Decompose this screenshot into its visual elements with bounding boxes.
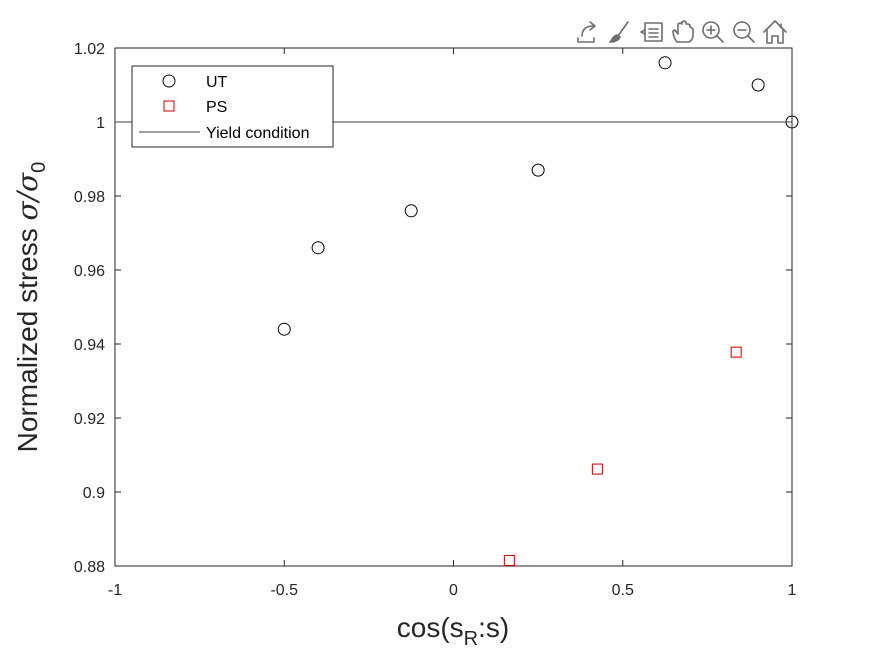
legend-box [131,65,334,148]
zoom-out-icon[interactable] [733,21,755,43]
y-tick-label: 0.88 [74,559,105,576]
ut-point [751,78,765,92]
axis-ticks: -1 -0.5 0 0.5 1 0.88 0.9 0.92 0.94 0.96 0.98 1 1.02 [74,41,797,599]
y-tick-label: 0.9 [83,485,105,502]
y-tick-label: 0.92 [74,411,105,428]
x-axis-title: cos(sR:s) [397,612,509,650]
legend: UT PS Yield condition [131,65,334,148]
ps-point [591,463,603,475]
zoom-in-icon[interactable] [702,21,724,43]
y-tick-label: 1 [96,115,105,132]
x-tick-label: -0.5 [270,582,298,599]
x-tick-label: -1 [108,582,122,599]
ut-point [311,241,325,255]
ps-point [503,554,515,566]
y-tick-label: 0.96 [74,263,105,280]
ut-point [658,56,672,70]
datatip-icon[interactable] [640,22,663,42]
ut-point [277,322,291,336]
legend-label: PS [206,99,227,116]
ut-point [531,163,545,177]
ut-point [404,204,418,218]
figure-toolbar [577,20,787,44]
legend-ps-marker [163,100,175,112]
y-axis-title: Normalized stress σ/σ0 [11,162,50,453]
y-tick-label: 1.02 [74,41,105,58]
brush-icon[interactable] [609,21,629,43]
legend-ut-marker [162,74,176,88]
y-tick-label: 0.94 [74,337,105,354]
home-icon[interactable] [763,20,787,44]
ps-point [730,346,742,358]
x-tick-label: 1 [788,582,797,599]
legend-label: Yield condition [206,125,309,142]
export-icon[interactable] [577,21,596,43]
x-tick-label: 0 [449,582,458,599]
pan-icon[interactable] [672,20,694,43]
x-tick-label: 0.5 [612,582,634,599]
y-tick-label: 0.98 [74,189,105,206]
legend-label: UT [206,74,228,91]
